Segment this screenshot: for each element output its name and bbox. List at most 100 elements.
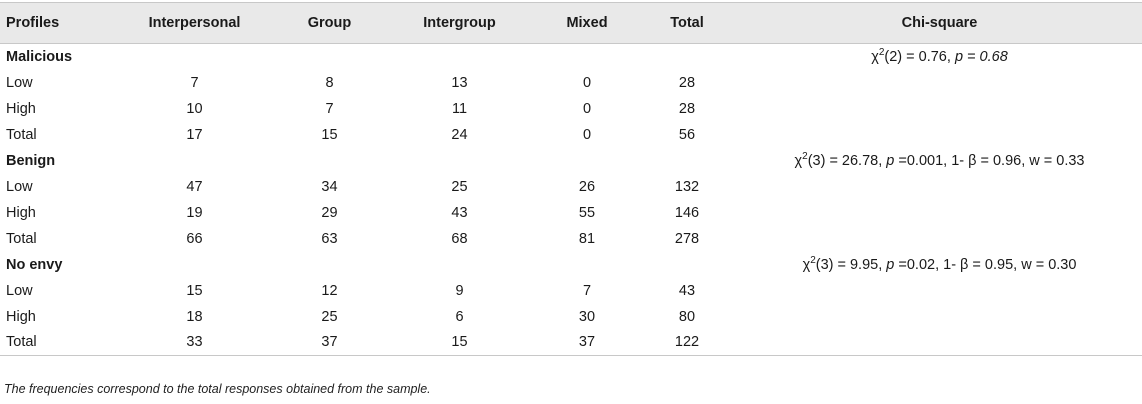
table-row: Total 33 37 15 37 122 bbox=[0, 329, 1142, 356]
table-row: Total 66 63 68 81 278 bbox=[0, 226, 1142, 252]
cell-group: 15 bbox=[321, 126, 338, 143]
cell-total: 28 bbox=[678, 100, 696, 117]
empty-cell bbox=[382, 44, 537, 70]
cell-interpersonal: 15 bbox=[186, 282, 203, 299]
empty-cell bbox=[537, 44, 637, 70]
chi-args: (2) = 0.76, bbox=[884, 48, 955, 65]
chi-rest: = 0.68 bbox=[963, 48, 1008, 65]
empty-cell bbox=[737, 122, 1142, 148]
row-label: High bbox=[6, 100, 36, 117]
group-label: Malicious bbox=[6, 48, 73, 65]
cell-intergroup: 13 bbox=[451, 74, 468, 91]
empty-cell bbox=[277, 148, 382, 174]
cell-intergroup: 11 bbox=[451, 100, 468, 117]
cell-mixed: 7 bbox=[582, 282, 592, 299]
cell-mixed: 0 bbox=[582, 100, 592, 117]
cell-intergroup: 15 bbox=[382, 329, 537, 356]
table-row: Low 47 34 25 26 132 bbox=[0, 174, 1142, 200]
row-label: High bbox=[6, 204, 36, 221]
cell-group: 29 bbox=[321, 204, 338, 221]
table-row: Low 7 8 13 0 28 bbox=[0, 70, 1142, 96]
cell-intergroup: 68 bbox=[451, 230, 468, 247]
cell-interpersonal: 7 bbox=[190, 74, 199, 91]
cell-group: 34 bbox=[321, 178, 338, 195]
cell-group: 25 bbox=[321, 308, 338, 325]
cell-intergroup: 43 bbox=[451, 204, 468, 221]
column-header-mixed: Mixed bbox=[537, 2, 637, 44]
empty-cell bbox=[737, 226, 1142, 252]
empty-cell bbox=[737, 329, 1142, 356]
column-header-interpersonal: Interpersonal bbox=[112, 2, 277, 44]
column-header-total: Total bbox=[637, 2, 737, 44]
cell-interpersonal: 33 bbox=[112, 329, 277, 356]
column-header-group: Group bbox=[277, 2, 382, 44]
cell-interpersonal: 17 bbox=[186, 126, 203, 143]
frequency-table: Profiles Interpersonal Group Intergroup Mixe… bbox=[0, 2, 1142, 356]
chi-rest: =0.02, 1- β = 0.95, w = 0.30 bbox=[894, 256, 1077, 273]
table-row: High 18 25 6 30 80 bbox=[0, 304, 1142, 330]
cell-interpersonal: 10 bbox=[186, 100, 203, 117]
chi-args: (3) = 9.95, bbox=[815, 256, 887, 273]
empty-cell bbox=[737, 304, 1142, 330]
row-label: Total bbox=[6, 230, 37, 247]
chi-symbol: χ bbox=[802, 256, 811, 273]
empty-cell bbox=[382, 148, 537, 174]
cell-total: 132 bbox=[674, 178, 700, 195]
row-label: High bbox=[6, 308, 36, 325]
table-header-row: Profiles Interpersonal Group Intergroup Mixe… bbox=[0, 2, 1142, 44]
cell-mixed: 26 bbox=[578, 178, 596, 195]
table-row: Low 15 12 9 7 43 bbox=[0, 278, 1142, 304]
chi-superscript: 2 bbox=[878, 46, 885, 58]
chi-square-cell: χ2(3) = 26.78, p =0.001, 1- β = 0.96, w … bbox=[737, 148, 1142, 174]
cell-mixed: 55 bbox=[578, 204, 596, 221]
table-footnote: The frequencies correspond to the total … bbox=[4, 382, 431, 396]
empty-cell bbox=[737, 200, 1142, 226]
empty-cell bbox=[277, 252, 382, 278]
cell-interpersonal: 66 bbox=[186, 230, 203, 247]
chi-square-cell: χ2(3) = 9.95, p =0.02, 1- β = 0.95, w = … bbox=[737, 252, 1142, 278]
empty-cell bbox=[112, 148, 277, 174]
chi-superscript: 2 bbox=[802, 150, 808, 162]
group-row-malicious: Malicious χ2(2) = 0.76, p = 0.68 bbox=[0, 44, 1142, 70]
p-label: p bbox=[886, 152, 895, 169]
empty-cell bbox=[737, 174, 1142, 200]
cell-group: 8 bbox=[325, 74, 334, 91]
cell-total: 278 bbox=[674, 230, 700, 247]
cell-total: 80 bbox=[678, 308, 696, 325]
chi-args: (3) = 26.78, bbox=[807, 152, 887, 169]
cell-mixed: 30 bbox=[578, 308, 596, 325]
row-label: Total bbox=[6, 126, 37, 143]
cell-mixed: 81 bbox=[578, 230, 596, 247]
cell-total: 28 bbox=[678, 74, 696, 91]
cell-total: 146 bbox=[674, 204, 700, 221]
empty-cell bbox=[637, 44, 737, 70]
table-body: Malicious χ2(2) = 0.76, p = 0.68 Low 7 8 13 0 2… bbox=[0, 44, 1142, 356]
cell-interpersonal: 19 bbox=[186, 204, 203, 221]
cell-group: 7 bbox=[325, 100, 334, 117]
table-row: Total 17 15 24 0 56 bbox=[0, 122, 1142, 148]
p-label: p bbox=[886, 256, 895, 273]
cell-total: 56 bbox=[678, 126, 696, 143]
column-header-chi-square: Chi-square bbox=[737, 2, 1142, 44]
cell-group: 37 bbox=[277, 329, 382, 356]
empty-cell bbox=[637, 252, 737, 278]
empty-cell bbox=[637, 148, 737, 174]
chi-symbol: χ bbox=[871, 48, 879, 65]
cell-total: 43 bbox=[678, 282, 696, 299]
empty-cell bbox=[112, 252, 277, 278]
cell-total: 122 bbox=[637, 329, 737, 356]
chi-superscript: 2 bbox=[810, 254, 816, 266]
group-row-benign: Benign χ2(3) = 26.78, p =0.001, 1- β = 0.… bbox=[0, 148, 1142, 174]
cell-intergroup: 24 bbox=[451, 126, 468, 143]
empty-cell bbox=[737, 278, 1142, 304]
group-label: Benign bbox=[6, 152, 56, 169]
empty-cell bbox=[382, 252, 537, 278]
p-label: p bbox=[954, 48, 964, 65]
table-row: High 19 29 43 55 146 bbox=[0, 200, 1142, 226]
cell-mixed: 0 bbox=[582, 126, 592, 143]
row-label: Total bbox=[0, 329, 112, 356]
cell-intergroup: 25 bbox=[451, 178, 468, 195]
table-row: High 10 7 11 0 28 bbox=[0, 96, 1142, 122]
empty-cell bbox=[737, 70, 1142, 96]
